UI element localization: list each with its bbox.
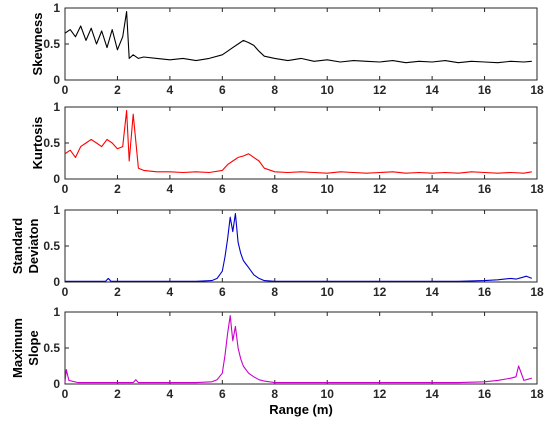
x-tick-label: 18 — [530, 285, 544, 299]
x-tick-label: 2 — [114, 182, 121, 196]
x-tick-label: 4 — [167, 387, 174, 401]
x-tick-label: 4 — [167, 83, 174, 97]
subplot-1: 0 2 4 6 8 10 12 14 16 18 0 0.5 1 Skewness — [30, 1, 544, 97]
x-tick-label: 18 — [530, 83, 544, 97]
x-tick-label: 6 — [219, 83, 226, 97]
y-tick-label: 0 — [53, 73, 60, 87]
x-tick-label: 0 — [62, 182, 69, 196]
data-series-line — [64, 11, 532, 64]
y-tick-label: 1 — [53, 203, 60, 217]
x-tick-label: 8 — [271, 387, 278, 401]
x-tick-label: 10 — [321, 285, 335, 299]
y-tick-label: 1 — [53, 305, 60, 319]
x-tick-label: 2 — [114, 285, 121, 299]
x-tick-label: 6 — [219, 285, 226, 299]
x-tick-label: 8 — [271, 83, 278, 97]
x-tick-label: 6 — [219, 182, 226, 196]
x-tick-label: 10 — [321, 387, 335, 401]
plot-frame — [64, 209, 538, 283]
y-tick-label: 0 — [53, 275, 60, 289]
x-tick-label: 12 — [373, 182, 387, 196]
y-axis-label: Slope — [26, 330, 41, 365]
y-tick-label: 0 — [53, 377, 60, 391]
y-tick-label: 0 — [53, 172, 60, 186]
x-axis-label: Range (m) — [269, 402, 333, 417]
x-tick-label: 14 — [425, 83, 439, 97]
x-tick-label: 12 — [373, 83, 387, 97]
y-tick-label: 0.5 — [43, 37, 60, 51]
x-tick-label: 16 — [478, 285, 492, 299]
x-tick-label: 14 — [425, 387, 439, 401]
y-axis-label: Deviaton — [26, 218, 41, 273]
x-tick-label: 10 — [321, 83, 335, 97]
y-tick-label: 0.5 — [43, 136, 60, 150]
x-tick-label: 4 — [167, 182, 174, 196]
y-tick-label: 0.5 — [43, 341, 60, 355]
x-tick-label: 2 — [114, 387, 121, 401]
x-tick-label: 16 — [478, 83, 492, 97]
x-tick-label: 0 — [62, 285, 69, 299]
x-tick-label: 0 — [62, 387, 69, 401]
y-axis-label: Skewness — [30, 13, 45, 76]
x-tick-label: 8 — [271, 285, 278, 299]
data-series-line — [65, 213, 533, 282]
x-tick-label: 14 — [425, 182, 439, 196]
x-tick-label: 16 — [478, 182, 492, 196]
y-axis-label: Kurtosis — [30, 117, 45, 170]
x-tick-label: 12 — [373, 285, 387, 299]
x-tick-label: 0 — [62, 83, 69, 97]
y-axis-label: Maximum — [10, 318, 25, 378]
x-tick-label: 10 — [321, 182, 335, 196]
data-series-line — [64, 110, 532, 174]
x-tick-label: 12 — [373, 387, 387, 401]
x-tick-label: 18 — [530, 182, 544, 196]
x-tick-label: 8 — [271, 182, 278, 196]
x-tick-label: 16 — [478, 387, 492, 401]
x-tick-label: 2 — [114, 83, 121, 97]
x-tick-label: 6 — [219, 387, 226, 401]
subplot-4: 0 2 4 6 8 10 12 14 16 18 0 0.5 1 Maximum Slope Range (m… — [10, 305, 544, 417]
x-tick-label: 4 — [167, 285, 174, 299]
y-tick-label: 1 — [53, 100, 60, 114]
subplot-3: 0 2 4 6 8 10 12 14 16 18 0 0.5 1 Standard Deviaton — [10, 203, 544, 299]
y-tick-label: 1 — [53, 1, 60, 15]
y-axis-label: Standard — [10, 218, 25, 274]
y-tick-label: 0.5 — [43, 239, 60, 253]
x-tick-label: 18 — [530, 387, 544, 401]
plot-frame — [64, 311, 538, 385]
plot-frame — [64, 7, 538, 81]
subplot-2: 0 2 4 6 8 10 12 14 16 18 0 0.5 1 Kurtosis — [30, 100, 544, 196]
data-series-line — [64, 315, 532, 384]
x-tick-label: 14 — [425, 285, 439, 299]
